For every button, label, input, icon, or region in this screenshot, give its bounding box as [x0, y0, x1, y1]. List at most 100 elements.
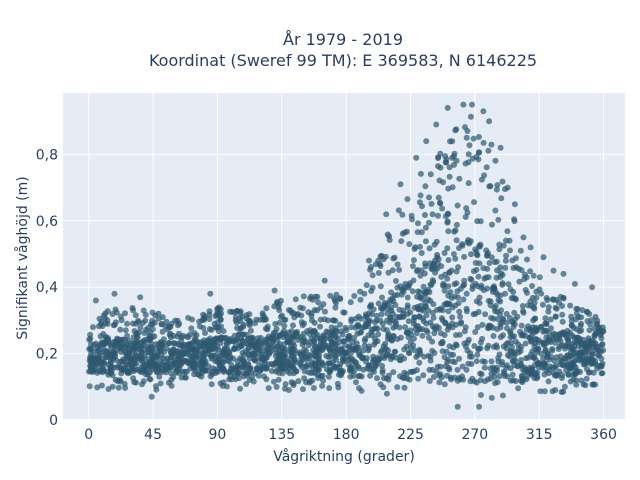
data-point — [520, 234, 527, 241]
data-point — [531, 362, 538, 369]
data-point — [453, 321, 460, 328]
data-point — [191, 338, 197, 345]
data-point — [87, 354, 94, 361]
data-point — [289, 334, 296, 341]
data-point — [441, 301, 448, 308]
data-point — [213, 368, 220, 375]
data-point — [542, 346, 549, 353]
data-point — [476, 300, 483, 306]
data-point — [188, 325, 195, 332]
data-point — [439, 348, 446, 355]
data-point — [552, 364, 559, 371]
data-point — [414, 303, 421, 310]
data-point — [290, 380, 297, 387]
data-point — [207, 352, 214, 359]
data-point — [459, 373, 465, 380]
data-point — [375, 270, 382, 276]
data-point — [487, 183, 494, 190]
data-point — [473, 154, 480, 160]
data-point — [413, 367, 420, 374]
data-point — [379, 369, 386, 376]
data-point — [578, 320, 584, 327]
data-point — [481, 364, 488, 371]
data-point — [499, 392, 506, 399]
data-point — [335, 384, 342, 391]
data-point — [131, 328, 138, 334]
data-point — [573, 377, 580, 384]
data-point — [519, 303, 526, 309]
data-point — [90, 367, 97, 374]
data-point — [151, 333, 158, 340]
data-point — [417, 170, 424, 177]
data-point — [319, 347, 326, 354]
data-point — [456, 331, 463, 338]
data-point — [188, 356, 195, 363]
y-tick-labels: 0 0,2 0,4 0,6 0,8 — [36, 147, 58, 429]
data-point — [319, 382, 326, 389]
data-point — [384, 231, 391, 238]
data-point — [100, 312, 107, 319]
data-point — [392, 323, 399, 330]
data-point — [246, 344, 253, 351]
data-point — [131, 379, 138, 386]
data-point — [158, 321, 165, 327]
data-point — [300, 386, 306, 393]
data-point — [394, 284, 401, 291]
data-point — [383, 327, 390, 334]
data-point — [430, 374, 437, 380]
data-point — [414, 229, 421, 236]
data-point — [550, 267, 557, 274]
data-point — [506, 314, 513, 321]
data-point — [375, 356, 382, 363]
data-point — [598, 362, 605, 369]
data-point — [207, 335, 213, 342]
data-point — [497, 321, 504, 328]
data-point — [292, 296, 299, 303]
data-point — [464, 347, 471, 354]
data-point — [401, 355, 408, 362]
data-point — [435, 155, 442, 161]
data-point — [483, 274, 489, 281]
data-point — [517, 328, 523, 335]
data-point — [445, 308, 452, 315]
data-point — [340, 338, 347, 345]
data-point — [423, 320, 430, 327]
data-point — [144, 359, 150, 366]
data-point — [449, 314, 456, 321]
data-point — [381, 303, 388, 310]
data-point — [338, 328, 344, 335]
data-point — [444, 104, 451, 111]
data-point — [223, 339, 230, 346]
data-point — [318, 359, 325, 366]
data-point — [196, 339, 202, 346]
data-point — [557, 330, 564, 337]
data-point — [202, 350, 208, 357]
data-point — [115, 384, 122, 391]
data-point — [300, 293, 307, 300]
data-point — [425, 307, 432, 314]
data-point — [169, 349, 176, 356]
data-point — [217, 306, 224, 313]
data-point — [261, 373, 267, 380]
data-point — [171, 361, 178, 368]
data-point — [491, 259, 498, 266]
data-point — [437, 200, 444, 207]
data-point — [361, 342, 368, 349]
data-point — [202, 330, 208, 336]
data-point — [590, 369, 597, 376]
data-point — [281, 322, 288, 329]
data-point — [542, 315, 549, 322]
data-point — [423, 327, 430, 334]
data-point — [120, 367, 127, 374]
data-point — [167, 334, 174, 341]
data-point — [585, 355, 592, 362]
data-point — [225, 358, 232, 365]
data-point — [442, 213, 449, 220]
data-point — [361, 324, 368, 331]
data-point — [588, 360, 595, 367]
data-point — [489, 221, 495, 228]
x-tick-label: 270 — [461, 427, 488, 443]
data-point — [168, 370, 175, 377]
data-point — [312, 362, 319, 369]
data-point — [368, 288, 375, 295]
